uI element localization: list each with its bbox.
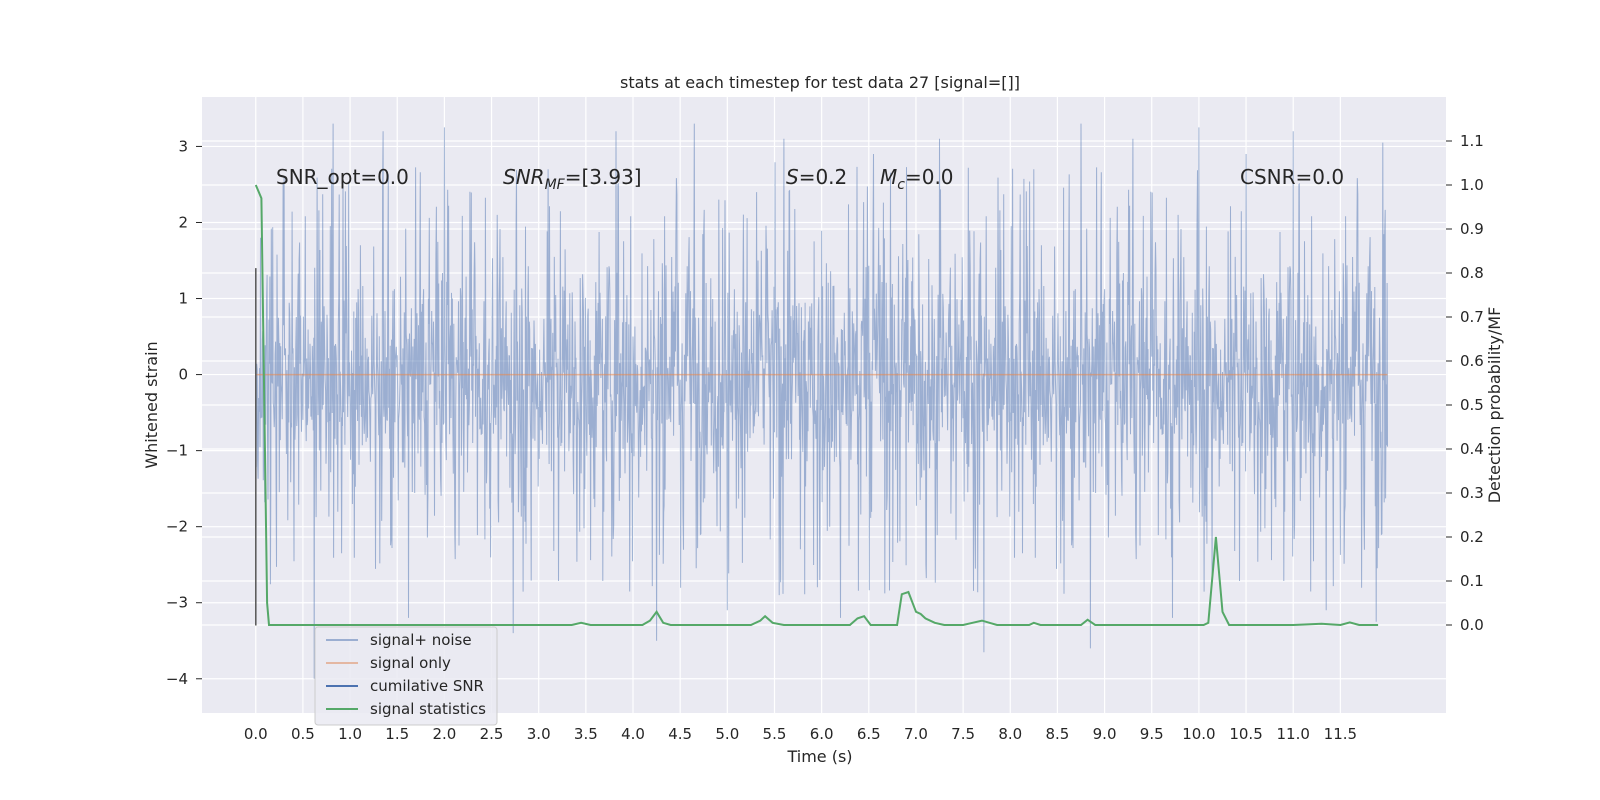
annotation-mc-sub: c bbox=[897, 177, 905, 193]
annotation-csnr: CSNR=0.0 bbox=[1240, 165, 1344, 189]
x-tick-label: 5.5 bbox=[763, 725, 787, 743]
x-tick-label: 0.5 bbox=[291, 725, 315, 743]
annotation-mc: Mc=0.0 bbox=[880, 165, 954, 193]
legend-box bbox=[314, 626, 498, 726]
y-tick-label: 2 bbox=[178, 213, 188, 231]
annotation-snr-opt: SNR_opt=0.0 bbox=[276, 165, 409, 189]
y2-tick-label: 0.7 bbox=[1460, 308, 1484, 326]
y-tick-label: −4 bbox=[166, 670, 188, 688]
x-axis-label: Time (s) bbox=[786, 747, 852, 766]
legend-label-statistics: signal statistics bbox=[370, 700, 486, 718]
annotation-snr-mf-base: SNR bbox=[503, 165, 545, 189]
x-tick-label: 3.0 bbox=[527, 725, 551, 743]
x-tick-label: 2.5 bbox=[480, 725, 504, 743]
y2-tick-label: 0.9 bbox=[1460, 220, 1484, 238]
y2-tick-label: 0.5 bbox=[1460, 396, 1484, 414]
x-tick-label: 5.0 bbox=[715, 725, 739, 743]
x-tick-label: 1.5 bbox=[385, 725, 409, 743]
x-tick-label: 4.5 bbox=[668, 725, 692, 743]
x-tick-label: 9.0 bbox=[1093, 725, 1117, 743]
legend: signal+ noise signal only cumilative SNR… bbox=[314, 626, 498, 726]
tick-labels: 0.0 0.5 1.0 1.5 2.0 2.5 3.0 3.5 4.0 4.5 5.0 5.5 6.0 6… bbox=[166, 132, 1484, 743]
x-tick-label: 11.5 bbox=[1324, 725, 1357, 743]
x-tick-label: 7.0 bbox=[904, 725, 928, 743]
y2-tick-label: 0.4 bbox=[1460, 440, 1484, 458]
y2-tick-label: 0.2 bbox=[1460, 528, 1484, 546]
chart-title: stats at each timestep for test data 27 … bbox=[620, 73, 1020, 92]
annotation-s-value: =0.2 bbox=[799, 165, 848, 189]
x-tick-label: 2.0 bbox=[432, 725, 456, 743]
x-tick-label: 10.5 bbox=[1229, 725, 1262, 743]
y-tick-label: 1 bbox=[178, 290, 188, 308]
y-tick-label: 3 bbox=[178, 137, 188, 155]
y2-tick-label: 0.3 bbox=[1460, 484, 1484, 502]
y2-axis-label: Detection probability/MF bbox=[1485, 307, 1504, 504]
y2-tick-label: 0.0 bbox=[1460, 616, 1484, 634]
line-series-layer bbox=[254, 184, 1388, 627]
x-tick-label: 7.5 bbox=[951, 725, 975, 743]
y-axis-label: Whitened strain bbox=[142, 341, 161, 468]
legend-label-cumulative: cumilative SNR bbox=[370, 677, 484, 695]
series-line-signal-noise bbox=[255, 123, 1388, 679]
x-tick-label: 9.5 bbox=[1140, 725, 1164, 743]
x-tick-label: 10.0 bbox=[1182, 725, 1215, 743]
x-tick-label: 6.0 bbox=[810, 725, 834, 743]
y2-tick-label: 0.1 bbox=[1460, 572, 1484, 590]
annotation-snr-mf-value: =[3.93] bbox=[565, 165, 642, 189]
x-tick-label: 1.0 bbox=[338, 725, 362, 743]
x-tick-label: 4.0 bbox=[621, 725, 645, 743]
annotation-mc-base: M bbox=[880, 165, 897, 189]
y-tick-label: −2 bbox=[166, 518, 188, 536]
x-tick-label: 6.5 bbox=[857, 725, 881, 743]
annotation-snr-mf-sub: MF bbox=[545, 177, 566, 193]
y2-tick-label: 1.0 bbox=[1460, 176, 1484, 194]
legend-label-noise: signal+ noise bbox=[370, 631, 472, 649]
legend-label-signal: signal only bbox=[370, 654, 451, 672]
annotation-s: S=0.2 bbox=[786, 165, 847, 189]
annotation-s-base: S bbox=[786, 165, 799, 189]
annotation-snr-mf: SNRMF=[3.93] bbox=[503, 165, 642, 193]
x-tick-label: 8.5 bbox=[1045, 725, 1069, 743]
y2-tick-label: 0.6 bbox=[1460, 352, 1484, 370]
y-tick-label: −1 bbox=[166, 442, 188, 460]
y2-tick-label: 0.8 bbox=[1460, 264, 1484, 282]
x-tick-label: 0.0 bbox=[244, 725, 268, 743]
annotation-mc-value: =0.0 bbox=[905, 165, 954, 189]
noise-trace-layer bbox=[255, 123, 1388, 679]
x-tick-label: 11.0 bbox=[1277, 725, 1310, 743]
x-tick-label: 8.0 bbox=[998, 725, 1022, 743]
y-tick-label: 0 bbox=[178, 366, 188, 384]
x-tick-label: 3.5 bbox=[574, 725, 598, 743]
y-tick-label: −3 bbox=[166, 594, 188, 612]
y2-tick-label: 1.1 bbox=[1460, 132, 1484, 150]
series-line-signal-statistics bbox=[254, 184, 1379, 627]
annotations: SNR_opt=0.0 SNRMF=[3.93] S=0.2 Mc=0.0 CS… bbox=[276, 165, 1344, 193]
